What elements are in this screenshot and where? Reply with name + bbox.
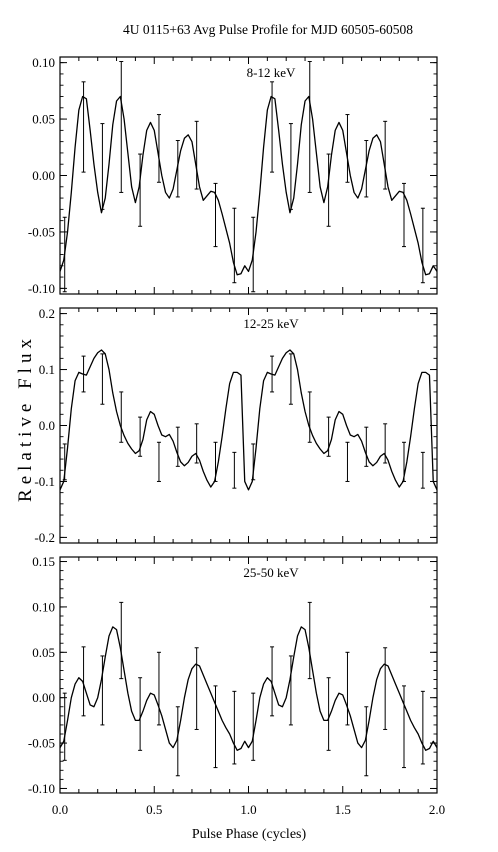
x-tick-label: 0.5 (146, 802, 162, 817)
error-bar (62, 443, 67, 481)
error-bar (119, 601, 124, 680)
error-bar (251, 443, 256, 481)
error-bar (288, 353, 293, 405)
error-bar (175, 140, 180, 198)
error-bar (156, 114, 161, 183)
y-tick-label: 0.00 (32, 690, 55, 705)
error-bar (420, 451, 425, 489)
error-bar (232, 690, 237, 765)
error-bar (307, 601, 312, 680)
y-axis-label: Relative Flux (15, 334, 36, 502)
error-bar (232, 451, 237, 489)
y-tick-label: 0.2 (39, 306, 55, 321)
error-bar (62, 216, 67, 293)
error-bar (138, 153, 143, 227)
error-bar (62, 692, 67, 761)
error-bar (100, 655, 105, 726)
error-bar (364, 140, 369, 198)
plot-frame (59, 307, 438, 544)
pulse-profile-curve (60, 626, 437, 751)
plot-frame (59, 556, 438, 794)
error-bar (81, 646, 86, 717)
y-tick-label: 0.15 (32, 554, 55, 569)
y-tick-label: -0.05 (28, 736, 55, 751)
error-bar (213, 685, 218, 769)
y-tick-label: 0.05 (32, 645, 55, 660)
error-bar (383, 120, 388, 190)
error-bar (175, 426, 180, 467)
y-tick-label: 0.1 (39, 362, 55, 377)
error-bar (326, 153, 331, 227)
y-tick-label: 0.00 (32, 168, 55, 183)
error-bar (345, 114, 350, 183)
error-bar (138, 677, 143, 751)
error-bar (270, 355, 275, 393)
energy-band-label: 25-50 keV (243, 565, 299, 580)
error-bar (213, 441, 218, 482)
error-bar (402, 182, 407, 248)
error-bar (194, 423, 199, 464)
error-bar (288, 655, 293, 726)
error-bar (138, 416, 143, 457)
y-tick-label: -0.10 (28, 281, 55, 296)
figure-title: 4U 0115+63 Avg Pulse Profile for MJD 605… (123, 22, 413, 37)
y-tick-label: -0.05 (28, 224, 55, 239)
error-bar (156, 441, 161, 482)
error-bar (194, 120, 199, 190)
error-bar (288, 123, 293, 210)
error-bar (345, 441, 350, 482)
error-bar (119, 391, 124, 443)
y-tick-label: 0.10 (32, 55, 55, 70)
y-tick-label: -0.10 (28, 781, 55, 796)
pulse-profile-curve (60, 349, 437, 491)
error-bar (307, 391, 312, 443)
energy-band-label: 8-12 keV (247, 65, 296, 80)
error-bar (326, 416, 331, 457)
error-bar (213, 182, 218, 248)
x-tick-label: 1.0 (240, 802, 256, 817)
error-bar (232, 207, 237, 284)
y-tick-label: 0.05 (32, 112, 55, 127)
error-bar (383, 423, 388, 464)
error-bar (307, 61, 312, 193)
error-bar (100, 123, 105, 210)
x-tick-label: 2.0 (429, 802, 445, 817)
error-bar (119, 61, 124, 193)
y-tick-label: 0.0 (39, 418, 55, 433)
error-bar (251, 692, 256, 761)
y-tick-label: -0.1 (34, 474, 55, 489)
x-tick-label: 1.5 (335, 802, 351, 817)
plot-frame (59, 56, 438, 295)
panel-12-25-kev: 0.2 0.1 0.0 -0.1 -0.2 12-25 keV (34, 306, 438, 545)
x-axis-label: Pulse Phase (cycles) (192, 827, 307, 842)
error-bar (270, 646, 275, 717)
panel-25-50-kev: 0.15 0.10 0.05 0.00 -0.05 -0.10 0.0 0.5 1.0 1.5 2.… (28, 554, 445, 817)
error-bar (345, 651, 350, 726)
error-bar (100, 353, 105, 405)
energy-band-label: 12-25 keV (243, 316, 299, 331)
error-bar (326, 677, 331, 751)
error-bar (156, 651, 161, 726)
x-tick-label: 0.0 (52, 802, 68, 817)
error-bar (364, 706, 369, 777)
error-bar (402, 441, 407, 482)
pulse-profile-curve (60, 95, 437, 276)
y-tick-label: 0.10 (32, 599, 55, 614)
error-bar (402, 685, 407, 769)
error-bar (251, 216, 256, 293)
error-bar (364, 426, 369, 467)
panel-8-12-kev: 0.10 0.05 0.00 -0.05 -0.10 8-12 keV (28, 55, 438, 296)
error-bar (175, 706, 180, 777)
error-bar (81, 355, 86, 393)
error-bar (383, 647, 388, 730)
error-bar (81, 81, 86, 173)
error-bar (420, 690, 425, 765)
error-bar (270, 81, 275, 173)
error-bar (420, 207, 425, 284)
error-bar (194, 647, 199, 730)
y-tick-label: -0.2 (34, 530, 55, 545)
